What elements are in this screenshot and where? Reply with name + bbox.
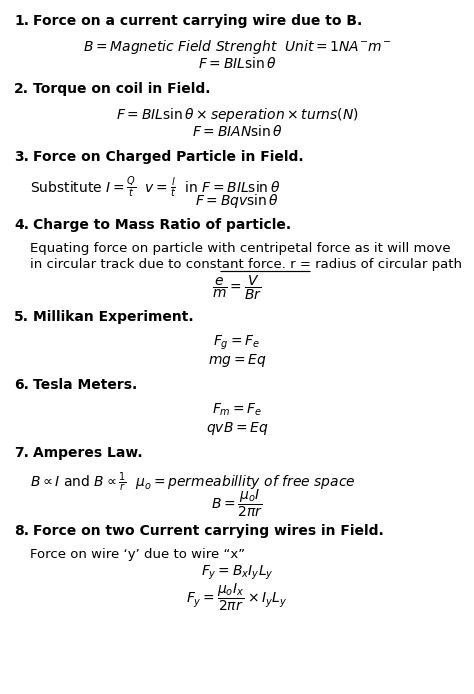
Text: Force on Charged Particle in Field.: Force on Charged Particle in Field.: [33, 150, 304, 164]
Text: 7.: 7.: [14, 446, 29, 460]
Text: Tesla Meters.: Tesla Meters.: [33, 378, 137, 392]
Text: $qvB = Eq$: $qvB = Eq$: [206, 420, 268, 437]
Text: Force on two Current carrying wires in Field.: Force on two Current carrying wires in F…: [33, 524, 384, 538]
Text: 6.: 6.: [14, 378, 29, 392]
Text: Torque on coil in Field.: Torque on coil in Field.: [33, 82, 210, 96]
Text: $F_y = B_x I_y L_y$: $F_y = B_x I_y L_y$: [201, 564, 273, 582]
Text: $\dfrac{e}{m} = \dfrac{V}{Br}$: $\dfrac{e}{m} = \dfrac{V}{Br}$: [212, 274, 262, 303]
Text: Substitute $I = \frac{Q}{t}$  $v = \frac{l}{t}$  in $F = BIL\sin\theta$: Substitute $I = \frac{Q}{t}$ $v = \frac{…: [30, 174, 280, 200]
Text: $F_y = \dfrac{\mu_o I_x}{2\pi r} \times I_y L_y$: $F_y = \dfrac{\mu_o I_x}{2\pi r} \times …: [186, 582, 288, 613]
Text: $F = BIL\sin\theta$: $F = BIL\sin\theta$: [198, 56, 276, 71]
Text: $B = \mathit{Magnetic\ Field\ Strenght}\ \ \mathit{Unit} = 1NA^{-}m^{-}$: $B = \mathit{Magnetic\ Field\ Strenght}\…: [83, 38, 391, 56]
Text: $B = \dfrac{\mu_o I}{2\pi r}$: $B = \dfrac{\mu_o I}{2\pi r}$: [211, 488, 263, 519]
Text: Equating force on particle with centripetal force as it will move: Equating force on particle with centripe…: [30, 242, 451, 255]
Text: 1.: 1.: [14, 14, 29, 28]
Text: $F = Bqv\sin\theta$: $F = Bqv\sin\theta$: [195, 192, 279, 210]
Text: $F_m = F_e$: $F_m = F_e$: [212, 402, 262, 418]
Text: Force on a current carrying wire due to B.: Force on a current carrying wire due to …: [33, 14, 362, 28]
Text: $F_g = F_e$: $F_g = F_e$: [213, 334, 261, 353]
Text: 8.: 8.: [14, 524, 29, 538]
Text: Amperes Law.: Amperes Law.: [33, 446, 143, 460]
Text: Force on wire ‘y’ due to wire “x”: Force on wire ‘y’ due to wire “x”: [30, 548, 245, 561]
Text: Charge to Mass Ratio of particle.: Charge to Mass Ratio of particle.: [33, 218, 291, 232]
Text: Millikan Experiment.: Millikan Experiment.: [33, 310, 193, 324]
Text: $F = BIAN\sin\theta$: $F = BIAN\sin\theta$: [191, 124, 283, 139]
Text: $mg = Eq$: $mg = Eq$: [208, 352, 266, 369]
Text: 4.: 4.: [14, 218, 29, 232]
Text: 5.: 5.: [14, 310, 29, 324]
Text: 3.: 3.: [14, 150, 29, 164]
Text: $B \propto I$ and $B \propto \frac{1}{r}$  $\mu_o = \mathit{permeabillity\ of\ f: $B \propto I$ and $B \propto \frac{1}{r}…: [30, 470, 356, 493]
Text: $F = BIL\sin\theta \times \mathit{seperation} \times \mathit{turns}(N)$: $F = BIL\sin\theta \times \mathit{sepera…: [116, 106, 358, 124]
Text: in circular track due to constant force. r = radius of circular path: in circular track due to constant force.…: [30, 258, 462, 271]
Text: 2.: 2.: [14, 82, 29, 96]
